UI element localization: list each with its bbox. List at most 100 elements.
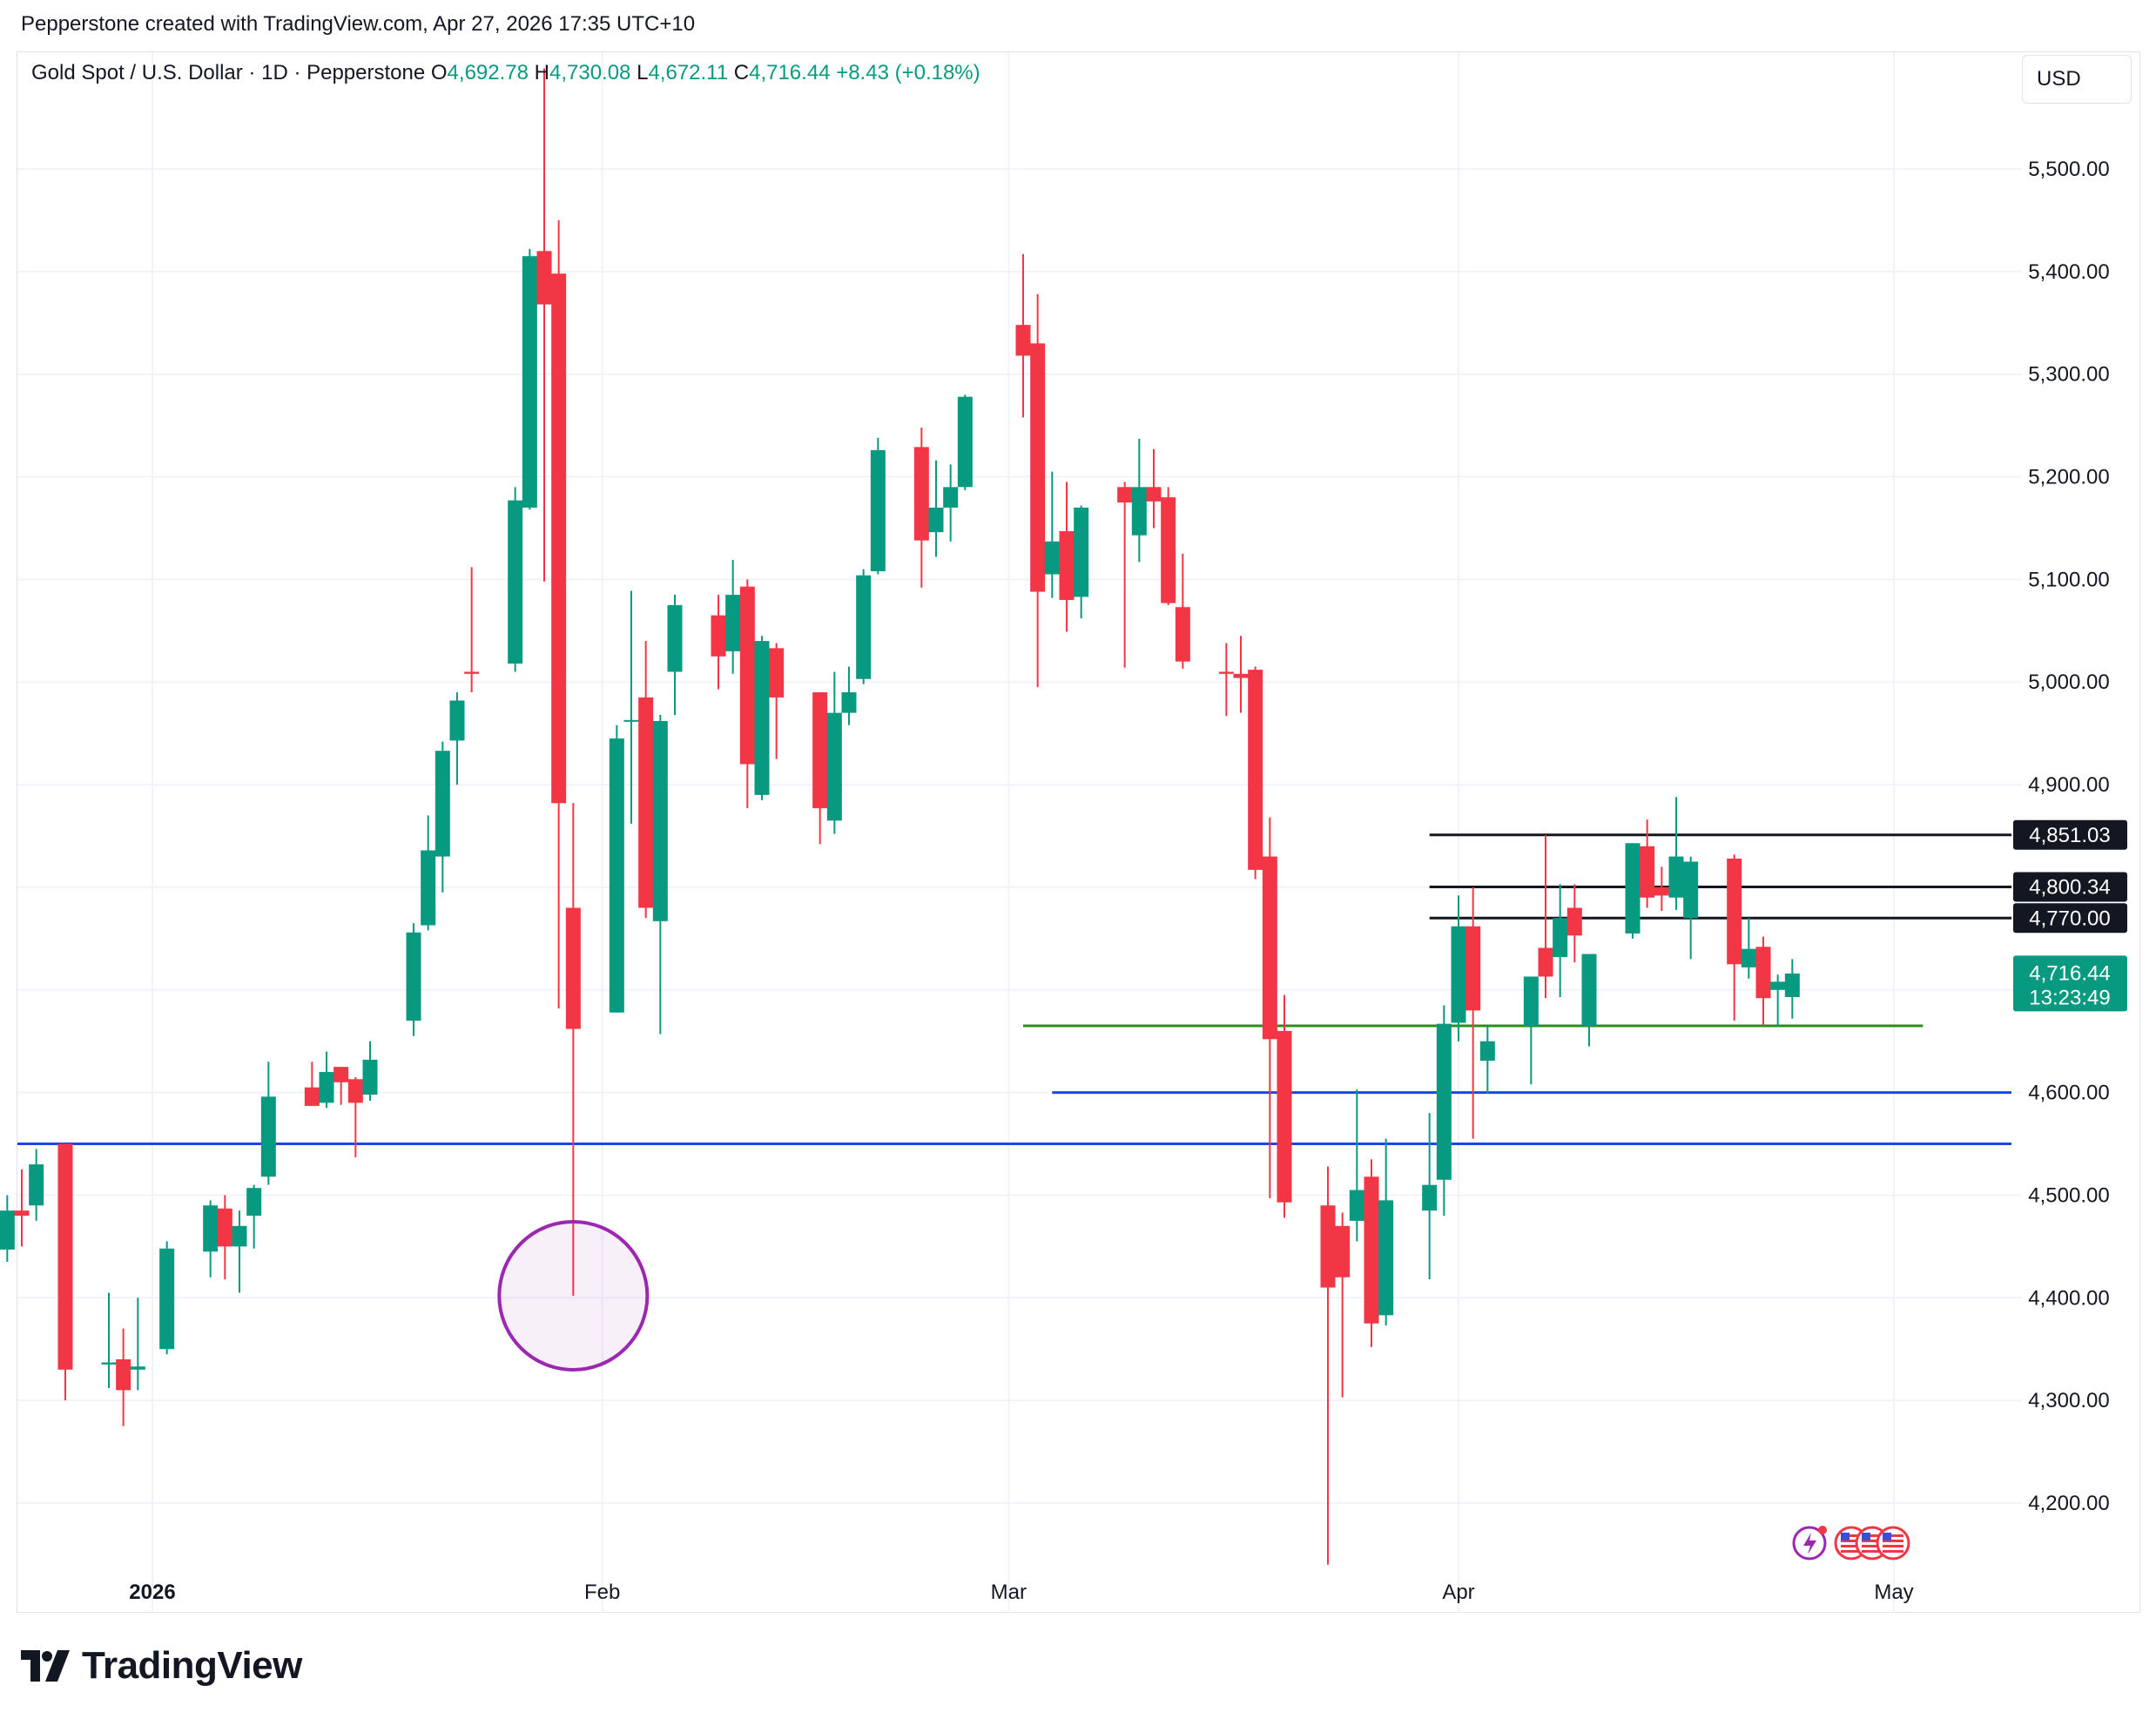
candle-bullish[interactable]: [246, 1184, 262, 1249]
candle-bullish[interactable]: [928, 460, 944, 557]
candle-bearish[interactable]: [1161, 487, 1176, 605]
candle-bearish[interactable]: [14, 1170, 30, 1247]
candle-bearish[interactable]: [1277, 994, 1292, 1218]
candle-bearish[interactable]: [1320, 1166, 1336, 1565]
candle-body: [1770, 981, 1786, 990]
candle-bullish[interactable]: [203, 1200, 219, 1277]
candle-bullish[interactable]: [1378, 1138, 1394, 1326]
open-label: O: [430, 61, 448, 84]
candle-bullish[interactable]: [1523, 976, 1539, 1085]
candle-bullish[interactable]: [1741, 918, 1756, 979]
candle-bullish[interactable]: [319, 1051, 334, 1109]
candle-bearish[interactable]: [1755, 936, 1771, 1027]
candle-bullish[interactable]: [362, 1041, 378, 1102]
candle-bullish[interactable]: [856, 569, 872, 684]
candle-bearish[interactable]: [347, 1076, 363, 1157]
candle-bullish[interactable]: [1436, 1005, 1452, 1217]
candle-bullish[interactable]: [1479, 1026, 1495, 1094]
candle-bullish[interactable]: [1422, 1113, 1438, 1280]
candle-bearish[interactable]: [551, 219, 567, 1008]
candle-bullish[interactable]: [522, 248, 537, 510]
candle-bullish[interactable]: [957, 394, 973, 490]
candle-bullish[interactable]: [130, 1298, 145, 1391]
candle-bullish[interactable]: [725, 559, 741, 674]
candle-bearish[interactable]: [536, 68, 552, 582]
candle-bullish[interactable]: [449, 692, 465, 785]
candle-bearish[interactable]: [565, 803, 581, 1296]
candle-bearish[interactable]: [1654, 866, 1669, 912]
candle-bullish[interactable]: [1683, 856, 1699, 960]
current-price-badge[interactable]: [2013, 955, 2127, 1012]
candle-bullish[interactable]: [1553, 884, 1568, 998]
candle-bullish[interactable]: [29, 1149, 44, 1221]
candle-bearish[interactable]: [1117, 482, 1133, 668]
candle-bullish[interactable]: [609, 725, 624, 1013]
candle-bullish[interactable]: [232, 1210, 247, 1293]
candle-bullish[interactable]: [1044, 471, 1060, 598]
candle-bearish[interactable]: [1146, 448, 1162, 529]
candle-bullish[interactable]: [508, 487, 523, 672]
us-flag-icon[interactable]: [1876, 1526, 1910, 1561]
candle-bullish[interactable]: [841, 666, 857, 725]
symbol-name[interactable]: Gold Spot / U.S. Dollar · 1D · Peppersto…: [31, 61, 426, 84]
candle-bullish[interactable]: [1625, 843, 1641, 939]
candle-bearish[interactable]: [769, 643, 785, 759]
candle-bullish[interactable]: [159, 1241, 175, 1355]
candle-bullish[interactable]: [101, 1292, 117, 1389]
candle-bearish[interactable]: [334, 1067, 349, 1105]
candle-bearish[interactable]: [1059, 482, 1075, 632]
candle-bearish[interactable]: [1233, 636, 1249, 713]
candle-bearish[interactable]: [57, 1143, 73, 1401]
economic-events-icons[interactable]: [1792, 1526, 1910, 1561]
candle-bullish[interactable]: [1349, 1089, 1364, 1242]
candle-bearish[interactable]: [1262, 817, 1277, 1198]
tradingview-logo[interactable]: TradingView: [21, 1644, 302, 1688]
candle-bearish[interactable]: [913, 427, 929, 588]
candle-bearish[interactable]: [1175, 553, 1190, 669]
candle-bullish[interactable]: [406, 923, 421, 1036]
candle-bearish[interactable]: [638, 641, 654, 919]
candle-bullish[interactable]: [260, 1062, 276, 1185]
candle-bearish[interactable]: [1465, 886, 1481, 1139]
candle-bearish[interactable]: [116, 1328, 131, 1426]
candle-bearish[interactable]: [304, 1062, 320, 1106]
candle-bearish[interactable]: [217, 1195, 232, 1280]
candle-bullish[interactable]: [435, 741, 450, 893]
candle-bullish[interactable]: [826, 671, 842, 834]
us-flag-stripe: [1862, 1534, 1883, 1537]
candle-bearish[interactable]: [1727, 854, 1742, 1021]
candle-bullish[interactable]: [754, 636, 770, 800]
candle-bullish[interactable]: [870, 437, 886, 575]
candle-bullish[interactable]: [943, 464, 959, 542]
candle-bullish[interactable]: [1581, 954, 1597, 1047]
candle-bullish[interactable]: [421, 815, 436, 931]
candle-bullish[interactable]: [1770, 974, 1786, 1028]
candle-bullish[interactable]: [1451, 895, 1466, 1042]
candle-bullish[interactable]: [652, 714, 668, 1035]
candle-bearish[interactable]: [1566, 884, 1582, 962]
candle-bearish[interactable]: [464, 567, 480, 693]
currency-selector[interactable]: USD: [2022, 55, 2132, 104]
candle-bearish[interactable]: [1640, 819, 1655, 908]
candle-bullish[interactable]: [1668, 797, 1684, 910]
candle-bullish[interactable]: [1131, 438, 1147, 563]
candle-bullish[interactable]: [1784, 959, 1800, 1019]
candle-body: [1248, 670, 1263, 870]
candle-bearish[interactable]: [739, 579, 755, 809]
candle-bullish[interactable]: [623, 590, 639, 824]
candle-bullish[interactable]: [0, 1195, 15, 1263]
candle-bearish[interactable]: [1364, 1159, 1379, 1347]
candle-bearish[interactable]: [812, 692, 828, 845]
candle-bearish[interactable]: [1335, 1212, 1351, 1398]
candle-bearish[interactable]: [1030, 293, 1046, 688]
candle-bearish[interactable]: [1248, 666, 1263, 880]
candle-bearish[interactable]: [711, 595, 726, 690]
candle-bearish[interactable]: [1218, 643, 1234, 717]
highlight-circle[interactable]: [497, 1219, 650, 1372]
candle-bearish[interactable]: [1015, 253, 1031, 418]
candle-bullish[interactable]: [1074, 505, 1089, 619]
candle-bullish[interactable]: [667, 595, 683, 715]
candle-bearish[interactable]: [1538, 834, 1553, 999]
candle-body: [1349, 1190, 1364, 1221]
